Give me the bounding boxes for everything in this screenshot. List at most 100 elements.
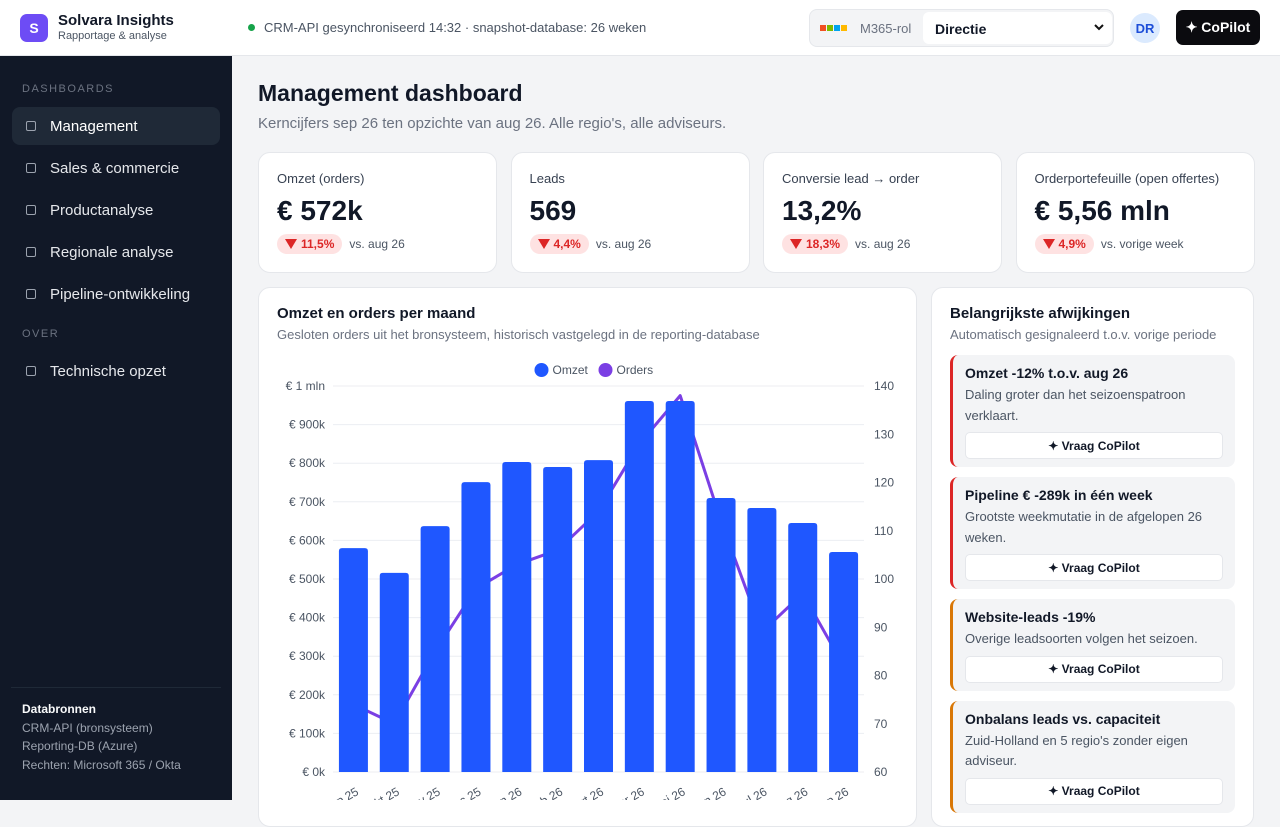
x-tick-label: jul 26 [737,784,770,800]
deviation-title: Onbalans leads vs. capaciteit [965,710,1161,727]
y2-tick-label: 90 [874,620,888,634]
nav-label: Technische opzet [50,362,166,380]
nav-list: Technische opzet [12,352,220,394]
nav-item[interactable]: Management [12,107,220,145]
data-sources: Databronnen CRM-API (bronsysteem) Reportin… [11,687,221,786]
y-tick-label: € 900k [289,418,326,432]
kpi-change: 18,3% [782,234,849,254]
y2-tick-label: 60 [874,765,888,779]
nav-icon [26,205,36,215]
kpi-change-row: 4,9% vs. vorige week [1034,234,1184,254]
kpi-label: Omzet (orders) [277,171,365,186]
chart-title: Omzet en orders per maand [277,305,476,322]
down-arrow [790,239,802,249]
ask-copilot-button[interactable]: ✦ Vraag CoPilot [965,655,1223,683]
deviations-title: Belangrijkste afwijkingen [950,305,1131,322]
kpi-change: 4,4% [529,234,589,254]
bar [461,482,491,772]
x-tick-label: sep 25 [323,784,361,800]
kpi-compare: vs. aug 26 [855,237,911,251]
status-text: CRM-API gesynchroniseerd 14:32 · snapsho… [264,20,647,35]
kpi-change-text: 4,9% [1058,237,1086,251]
nav-item[interactable]: Sales & commercie [12,149,220,187]
kpi-card: Orderportefeuille (open offertes) € 5,56 … [1015,152,1255,273]
kpi-change-text: 4,4% [553,237,581,251]
bar [665,401,695,772]
legend-swatch [598,363,613,377]
bar [338,548,368,772]
bar [747,507,777,772]
x-tick-label: mei 26 [649,784,687,800]
bar [420,526,450,772]
y-tick-label: € 0k [302,765,326,779]
nav-icon [26,289,36,299]
x-tick-label: jan 26 [488,784,524,800]
bar [788,523,818,772]
ask-copilot-button[interactable]: ✦ Vraag CoPilot [965,554,1223,581]
nav-list: Management Sales & commercie Productanalys… [12,107,220,317]
nav-item[interactable]: Productanalyse [12,191,220,229]
kpi-compare: vs. aug 26 [349,237,405,251]
deviation-text: Daling groter dan het seizoenspatroon ve… [965,387,1186,423]
deviation-title: Website-leads -19% [965,609,1096,625]
source-line: CRM-API (bronsysteem) [22,720,153,735]
y2-tick-label: 120 [874,476,894,490]
nav-icon [26,163,36,173]
bar [379,572,409,772]
deviation-title: Pipeline € -289k in één week [965,487,1153,503]
m365-icon [820,25,847,31]
x-tick-label: sep 26 [813,784,851,800]
kpi-change-text: 11,5% [301,237,335,251]
kpi-change-text: 18,3% [806,237,841,251]
nav-label: Regionale analyse [50,243,174,261]
sidebar: DASHBOARDS Management Sales & commercie Pr… [0,56,232,800]
ask-copilot-button[interactable]: ✦ Vraag CoPilot [965,777,1223,805]
nav-icon [26,247,36,257]
logo: S [20,14,48,42]
page-title: Management dashboard [258,80,523,106]
kpi-compare: vs. vorige week [1100,237,1184,251]
nav-icon [26,366,36,376]
nav-label: Productanalyse [50,201,154,219]
y2-tick-label: 70 [874,717,888,731]
deviation: Omzet -12% t.o.v. aug 26 Daling groter da… [950,355,1235,467]
deviation-text: Zuid-Holland en 5 regio's zonder eigen a… [965,732,1188,769]
kpi-change-row: 18,3% vs. aug 26 [782,234,910,254]
bar [624,401,654,772]
down-arrow [1042,239,1055,249]
deviation: Onbalans leads vs. capaciteit Zuid-Hollan… [950,700,1235,813]
deviation: Pipeline € -289k in één week Grootste wee… [950,477,1235,589]
y-tick-label: € 700k [289,495,326,509]
kpi-value: 13,2% [782,195,862,226]
chart: € 0k € 100k € 200k € 300k € 400k € 500k € 600k… [286,363,894,800]
role-value: Directie [935,21,987,37]
status-dot [248,24,255,31]
legend-swatch [534,363,549,377]
x-tick-label: okt 25 [366,784,402,800]
nav-item[interactable]: Regionale analyse [12,233,220,271]
y-tick-label: € 200k [289,688,326,702]
down-arrow [537,239,550,249]
deviation-text: Overige leadsoorten volgen het seizoen. [965,631,1198,646]
section-label: OVER [22,328,60,340]
y2-tick-label: 130 [874,427,894,441]
kpi-label: Orderportefeuille (open offertes) [1034,171,1220,186]
bar [706,497,736,772]
ask-copilot-button[interactable]: ✦ Vraag CoPilot [965,432,1223,459]
y2-tick-label: 110 [874,524,893,538]
brand-name: Solvara Insights [58,12,174,29]
y-tick-label: € 500k [289,572,326,586]
nav-item[interactable]: Technische opzet [12,352,220,390]
kpi-card: Leads 569 4,4% vs. aug 26 [510,152,750,273]
avatar[interactable]: DR [1130,13,1160,43]
nav-item[interactable]: Pipeline-ontwikkeling [12,275,220,313]
kpi-compare: vs. aug 26 [595,237,652,251]
y2-tick-label: 100 [874,572,894,586]
nav-label: Sales & commercie [50,159,180,177]
x-tick-label: apr 26 [610,784,647,800]
source-line: Reporting-DB (Azure) [22,739,138,753]
x-tick-label: jun 26 [692,784,728,800]
role-select[interactable]: Directie [923,12,1112,44]
copilot-button[interactable]: ✦ CoPilot [1176,10,1260,45]
section-label: DASHBOARDS [22,83,115,95]
